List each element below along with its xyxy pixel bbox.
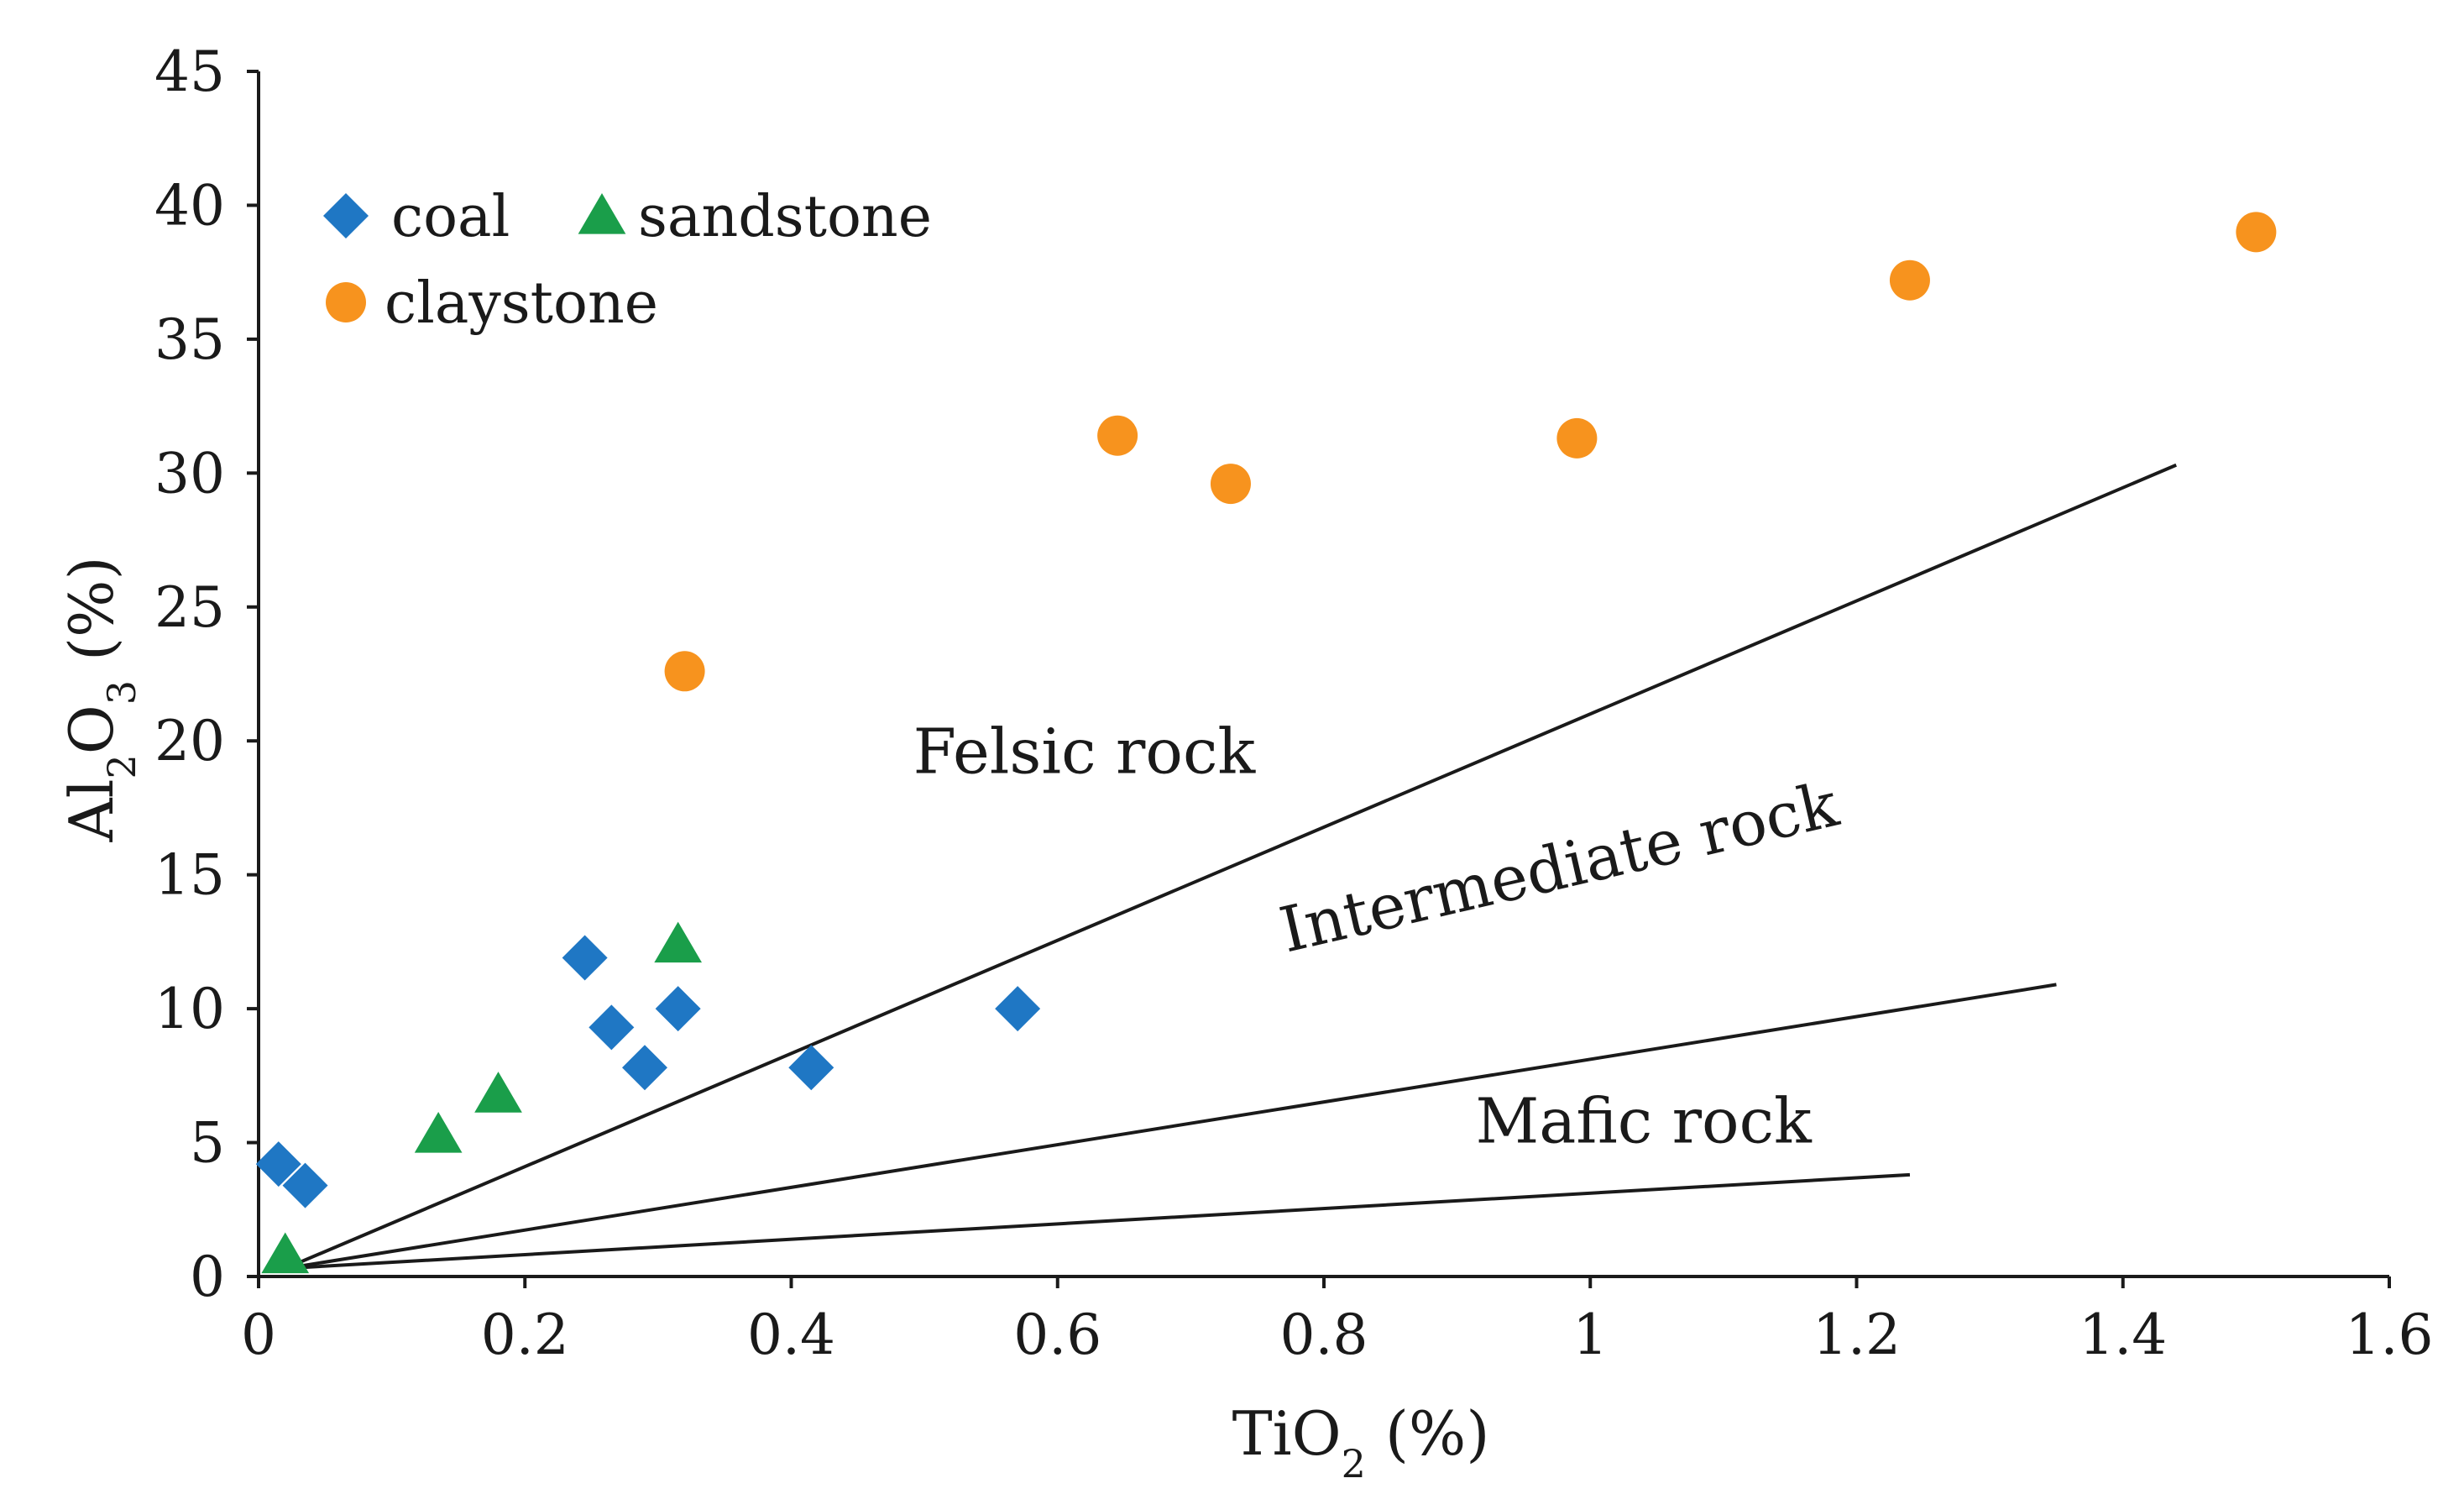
coal-point: [788, 1045, 834, 1091]
sandstone-point: [654, 921, 703, 963]
boundary-line: [285, 983, 2057, 1271]
claystone-point: [2236, 212, 2277, 253]
coal-point: [282, 1162, 328, 1208]
rock-boundary-lines: [284, 463, 2177, 1271]
subscript: 2: [99, 754, 144, 778]
x-tick-label: 1.6: [2346, 1303, 2434, 1367]
region-label: Felsic rock: [913, 716, 1257, 788]
legend-sandstone-label: sandstone: [638, 184, 932, 250]
x-ticks: 0 0.2 0.4 0.6 0.8 1 1.2 1.4 1.6: [241, 1276, 2433, 1367]
y-tick-label: 45: [154, 39, 225, 104]
y-tick-label: 5: [190, 1111, 225, 1176]
y-tick-label: 25: [154, 575, 225, 640]
y-tick-label: 15: [154, 843, 225, 908]
x-tick-label: 0.6: [1013, 1303, 1101, 1367]
region-label: Mafic rock: [1475, 1086, 1813, 1158]
x-tick-label: 0: [241, 1303, 276, 1367]
claystone-point: [1097, 415, 1138, 456]
y-axis-title-text: Al2O3 (%): [56, 556, 144, 842]
y-tick-label: 20: [154, 709, 225, 773]
y-ticks: 0 5 10 15 20 25 30 35 40 45: [154, 39, 259, 1309]
boundary-line: [285, 1172, 1911, 1271]
subscript: 2: [1342, 1441, 1366, 1486]
legend-coal-marker: [323, 193, 369, 239]
y-tick-label: 30: [154, 441, 225, 506]
y-tick-label: 10: [154, 977, 225, 1041]
y-tick-label: 40: [154, 173, 225, 238]
x-axis-title-text: TiO2 (%): [1232, 1398, 1490, 1486]
coal-point: [589, 1004, 635, 1051]
claystone-point: [664, 651, 705, 692]
data-points: [255, 212, 2277, 1274]
x-axis-title: TiO2 (%): [1232, 1398, 1490, 1486]
title-text: (%): [56, 556, 127, 679]
y-axis-title: Al2O3 (%): [56, 556, 144, 842]
title-text: TiO: [1232, 1398, 1342, 1469]
coal-point: [255, 1141, 301, 1187]
sandstone-point: [261, 1232, 310, 1274]
axes: [257, 71, 2389, 1278]
sandstone-point: [414, 1111, 463, 1153]
legend: coal sandstone claystone: [323, 184, 932, 337]
coal-point: [622, 1045, 668, 1091]
legend-claystone-marker: [326, 282, 366, 322]
x-tick-label: 0.8: [1280, 1303, 1368, 1367]
coal-point: [995, 986, 1041, 1032]
x-tick-label: 1: [1572, 1303, 1608, 1367]
title-text: (%): [1366, 1398, 1489, 1469]
boundary-line: [284, 463, 2177, 1271]
title-text: O: [56, 705, 127, 754]
x-tick-label: 1.4: [2079, 1303, 2167, 1367]
x-tick-label: 1.2: [1813, 1303, 1901, 1367]
claystone-point: [1210, 464, 1251, 505]
claystone-point: [1889, 259, 1930, 301]
claystone-point: [1556, 417, 1598, 459]
region-label: Intermediate rock: [1274, 768, 1845, 967]
coal-point: [655, 986, 701, 1032]
x-tick-label: 0.2: [481, 1303, 569, 1367]
legend-sandstone-marker: [578, 193, 626, 234]
subscript: 3: [99, 680, 144, 705]
x-tick-label: 0.4: [747, 1303, 835, 1367]
y-tick-label: 0: [190, 1245, 225, 1309]
coal-point: [562, 935, 608, 981]
title-text: Al: [56, 779, 127, 843]
sandstone-point: [474, 1072, 522, 1113]
y-tick-label: 35: [154, 307, 225, 372]
legend-coal-label: coal: [391, 184, 510, 250]
legend-claystone-label: claystone: [385, 270, 658, 337]
